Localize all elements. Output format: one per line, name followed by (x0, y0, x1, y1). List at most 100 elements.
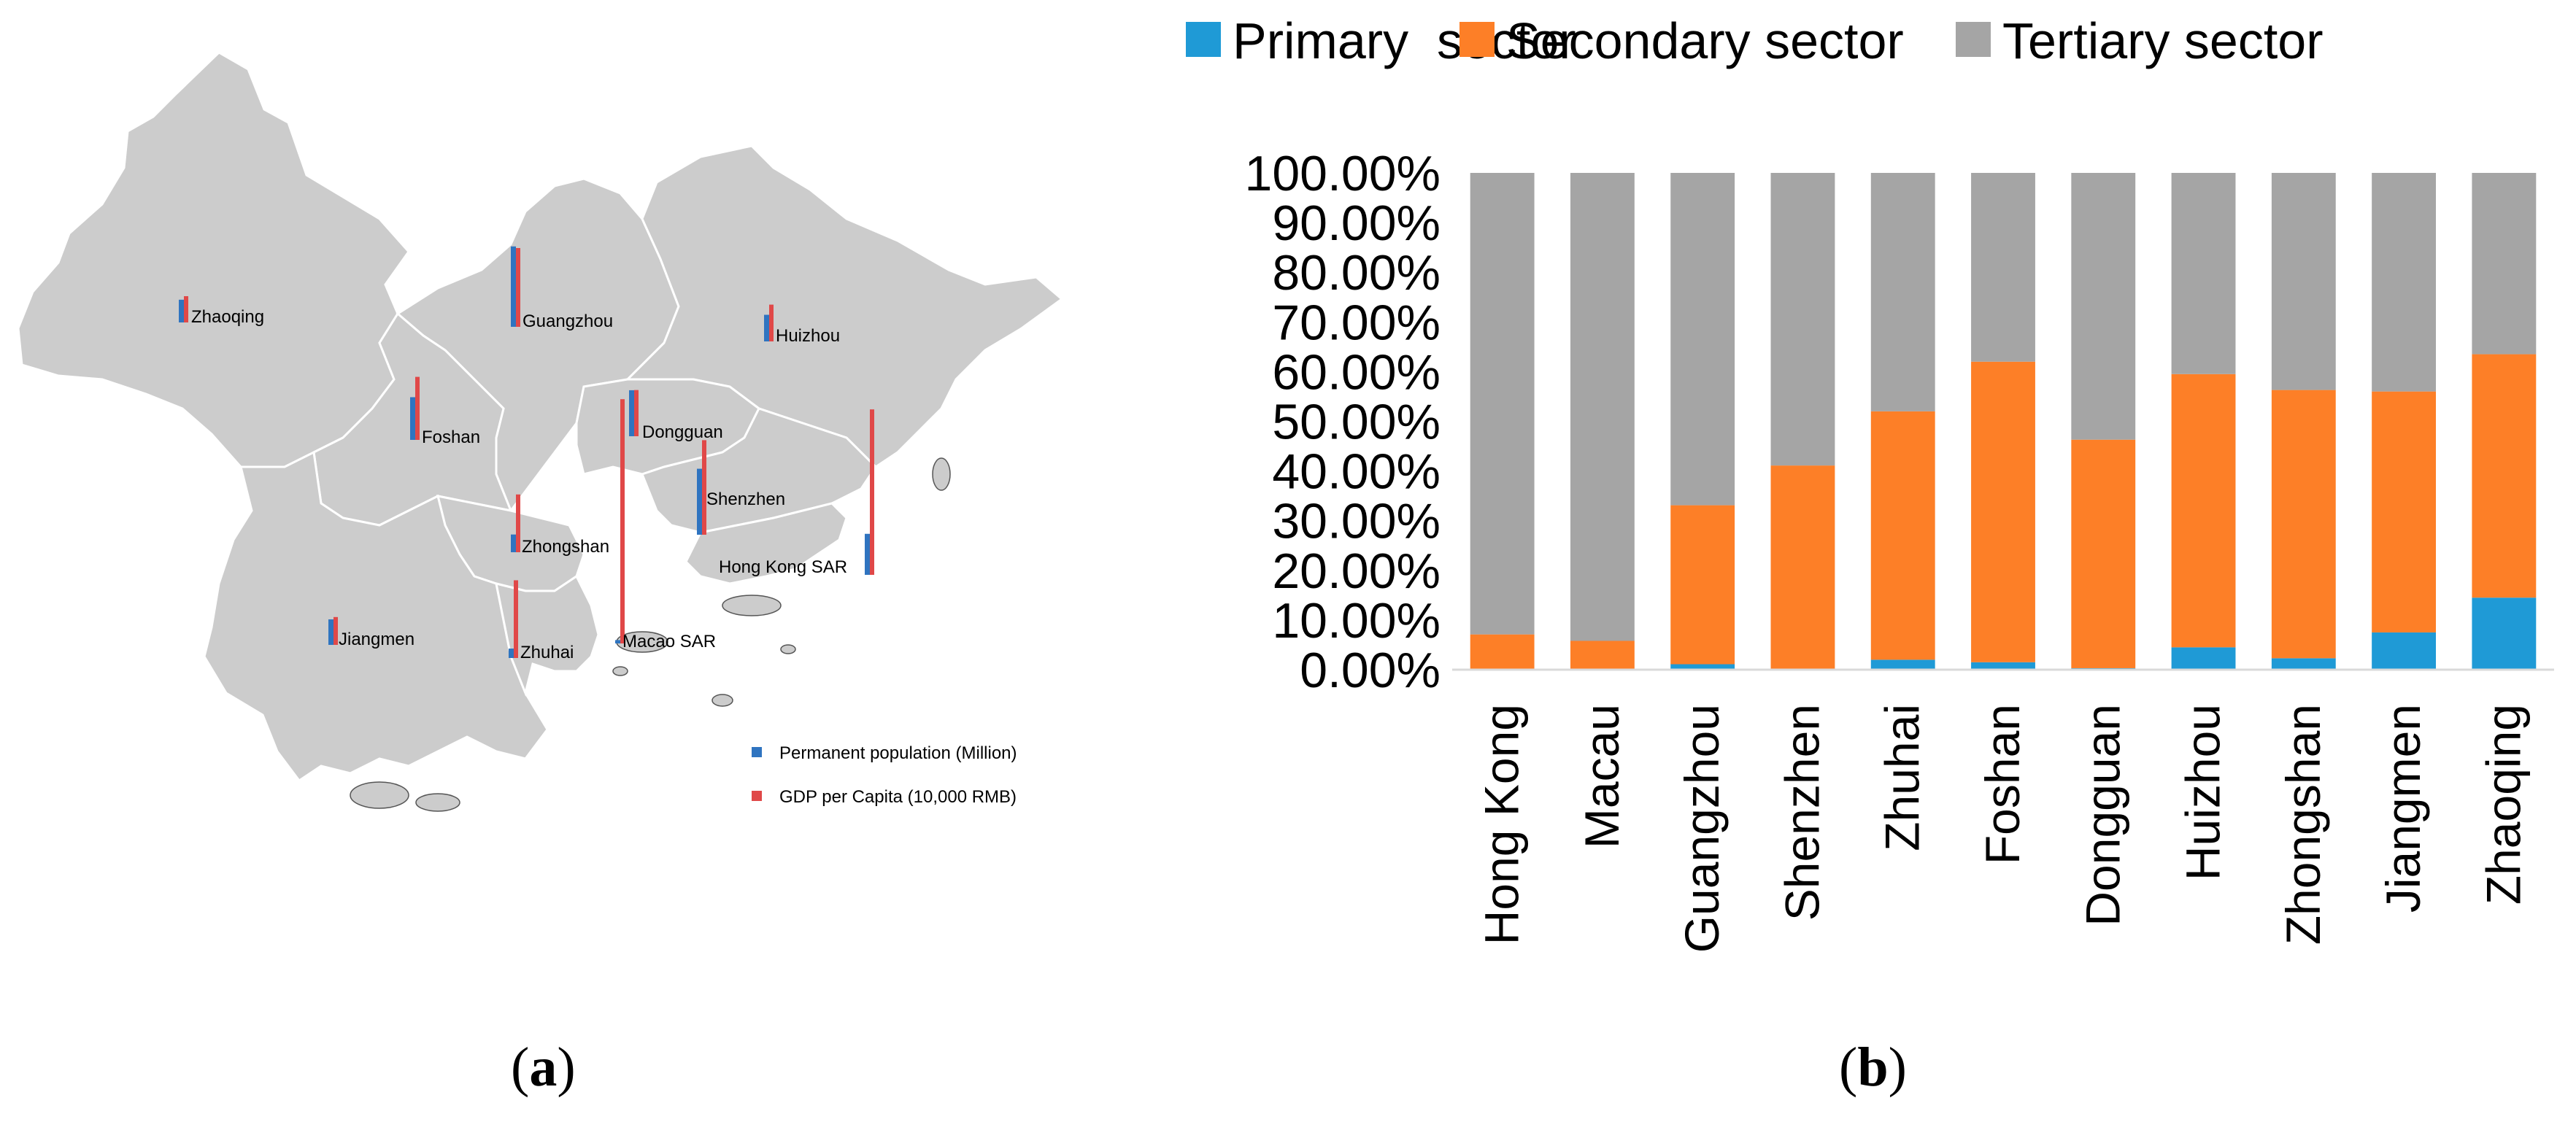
y-tick-label: 90.00% (1272, 196, 1441, 251)
stacked-bars (1470, 173, 2537, 670)
city-label-zhaoqing: Zhaoqing (191, 307, 264, 327)
bar-segment-secondary-zhongshan (2271, 390, 2336, 659)
bar-segment-secondary-macau (1570, 641, 1635, 670)
gdp-bar-guangzhou (516, 248, 520, 327)
population-bar-hong-kong-sar (865, 533, 870, 575)
gdp-bar-zhaoqing (184, 296, 188, 322)
bar-segment-secondary-huizhou (2171, 374, 2236, 648)
gdp-bar-jiangmen (333, 616, 338, 645)
legend-swatch-population (752, 747, 762, 757)
population-bar-zhaoqing (179, 299, 184, 322)
bar-segment-tertiary-foshan (1971, 173, 2035, 362)
y-tick-label: 0.00% (1300, 643, 1441, 698)
gdp-bar-hong-kong-sar (870, 409, 874, 575)
y-tick-label: 20.00% (1272, 543, 1441, 599)
x-tick-label: Zhongshan (2276, 704, 2330, 945)
y-axis-tick-labels: 0.00%10.00%20.00%30.00%40.00%50.00%60.00… (1245, 146, 1441, 698)
population-bar-macao-sar (615, 640, 620, 643)
bar-segment-secondary-zhaoqing (2472, 354, 2537, 598)
bar-segment-tertiary-shenzhen (1770, 173, 1835, 466)
x-tick-label: Huizhou (2176, 704, 2230, 881)
bar-segment-primary-zhongshan (2271, 658, 2336, 670)
panel-caption-b: (b) (1839, 1037, 1907, 1098)
x-tick-label: Guangzhou (1675, 704, 1729, 953)
map-regions (17, 51, 1064, 812)
gdp-bar-huizhou (769, 304, 774, 341)
bar-segment-tertiary-hong-kong (1470, 173, 1535, 635)
panel-caption-a: (a) (511, 1037, 576, 1098)
legend-label-gdp: GDP per Capita (10,000 RMB) (779, 787, 1017, 807)
y-tick-label: 70.00% (1272, 295, 1441, 350)
gdp-bar-dongguan (634, 390, 639, 436)
bar-segment-tertiary-zhaoqing (2472, 173, 2537, 355)
x-tick-label: Jiangmen (2376, 704, 2430, 913)
island (612, 666, 628, 676)
sector-chart-panel: Primary sector Secondary sector Tertiary s… (1095, 0, 2576, 1126)
x-tick-label: Zhuhai (1875, 704, 1929, 851)
y-tick-label: 10.00% (1272, 593, 1441, 649)
island (722, 595, 782, 616)
city-label-shenzhen: Shenzhen (706, 489, 785, 509)
x-tick-label: Zhaoqing (2476, 704, 2530, 905)
bar-segment-secondary-hong-kong (1470, 634, 1535, 670)
population-bar-zhuhai (509, 649, 514, 658)
island (415, 793, 460, 812)
city-label-hong-kong-sar: Hong Kong SAR (719, 557, 847, 577)
city-label-guangzhou: Guangzhou (522, 311, 613, 331)
y-tick-label: 80.00% (1272, 245, 1441, 301)
bar-segment-secondary-jiangmen (2372, 391, 2437, 632)
gba-map: Zhaoqing Guangzhou Huizhou Foshan Dongguan Sh… (17, 51, 1064, 812)
bar-segment-primary-guangzhou (1670, 664, 1735, 670)
x-axis-tick-labels: Hong Kong Macau Guangzhou Shenzhen Zhuhai Fos… (1475, 704, 2531, 953)
population-bar-jiangmen (328, 619, 333, 645)
city-label-huizhou: Huizhou (776, 326, 840, 346)
island (712, 694, 733, 707)
bar-segment-primary-zhuhai (1870, 659, 1935, 670)
bar-segment-primary-huizhou (2171, 647, 2236, 670)
city-label-foshan: Foshan (422, 427, 480, 447)
city-label-jiangmen: Jiangmen (339, 630, 414, 649)
legend-label-secondary: Secondary sector (1506, 12, 1904, 69)
bar-segment-tertiary-zhuhai (1870, 173, 1935, 411)
legend-swatch-gdp (752, 791, 762, 801)
city-labels: Zhaoqing Guangzhou Huizhou Foshan Dongguan Sh… (191, 307, 847, 662)
city-label-zhuhai: Zhuhai (520, 643, 574, 662)
bar-segment-tertiary-macau (1570, 173, 1635, 641)
population-bar-zhongshan (511, 534, 516, 552)
gdp-bar-shenzhen (702, 440, 706, 535)
region-zhaoqing (17, 51, 410, 468)
region-jiangmen (203, 450, 549, 783)
region-hong-kong (685, 502, 848, 585)
bar-segment-primary-jiangmen (2372, 632, 2437, 670)
bar-segment-primary-zhaoqing (2472, 597, 2537, 670)
city-bars (179, 246, 874, 658)
population-bar-dongguan (629, 390, 634, 436)
y-tick-label: 100.00% (1245, 146, 1441, 201)
island (932, 457, 951, 491)
population-bar-shenzhen (697, 468, 702, 535)
city-label-dongguan: Dongguan (642, 422, 723, 442)
bar-segment-secondary-guangzhou (1670, 505, 1735, 665)
legend-label-tertiary: Tertiary sector (2002, 12, 2324, 69)
bar-segment-tertiary-dongguan (2071, 173, 2136, 440)
x-tick-label: Hong Kong (1475, 704, 1529, 945)
legend-swatch-primary (1186, 22, 1221, 57)
population-bar-huizhou (764, 314, 769, 341)
y-tick-label: 40.00% (1272, 444, 1441, 500)
bar-segment-tertiary-guangzhou (1670, 173, 1735, 506)
x-tick-label: Shenzhen (1775, 704, 1829, 921)
y-tick-label: 50.00% (1272, 395, 1441, 450)
island (350, 781, 409, 809)
x-tick-label: Dongguan (2075, 704, 2129, 926)
legend-swatch-secondary (1459, 22, 1495, 57)
population-bar-guangzhou (511, 246, 516, 327)
x-tick-label: Macau (1575, 704, 1629, 848)
bar-segment-secondary-foshan (1971, 361, 2035, 662)
gdp-bar-zhongshan (516, 494, 520, 552)
y-tick-label: 60.00% (1272, 344, 1441, 400)
city-label-macao-sar: Macao SAR (622, 632, 716, 651)
bar-segment-secondary-zhuhai (1870, 411, 1935, 660)
bar-segment-tertiary-huizhou (2171, 173, 2236, 374)
legend-swatch-tertiary (1956, 22, 1991, 57)
